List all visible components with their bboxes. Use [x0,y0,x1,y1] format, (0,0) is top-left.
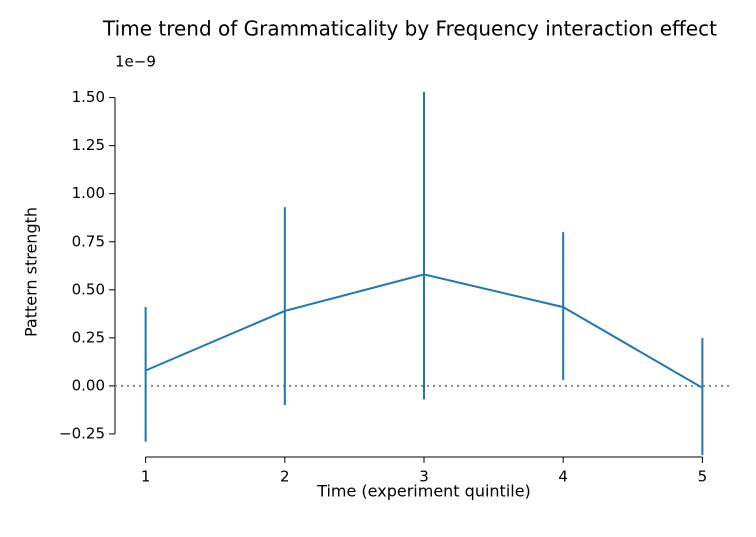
x-tick-label: 4 [558,468,568,486]
y-tick-label: 1.00 [72,184,105,202]
y-tick-label: 0.75 [72,232,105,250]
y-tick-label: 0.25 [72,328,105,346]
y-tick-label: −0.25 [59,424,105,442]
y-tick-label: 0.00 [72,376,105,394]
x-tick-label: 3 [419,468,429,486]
x-axis-label: Time (experiment quintile) [316,482,531,501]
x-tick-label: 5 [698,468,708,486]
x-tick-label: 2 [280,468,290,486]
x-tick-label: 1 [141,468,151,486]
y-tick-label: 1.25 [72,136,105,154]
y-tick-label: 0.50 [72,280,105,298]
y-tick-label: 1.50 [72,88,105,106]
y-axis-label: Pattern strength [22,207,41,337]
y-offset-label: 1e−9 [115,53,156,71]
line [145,273,703,389]
chart-title: Time trend of Grammaticality by Frequenc… [102,17,717,41]
